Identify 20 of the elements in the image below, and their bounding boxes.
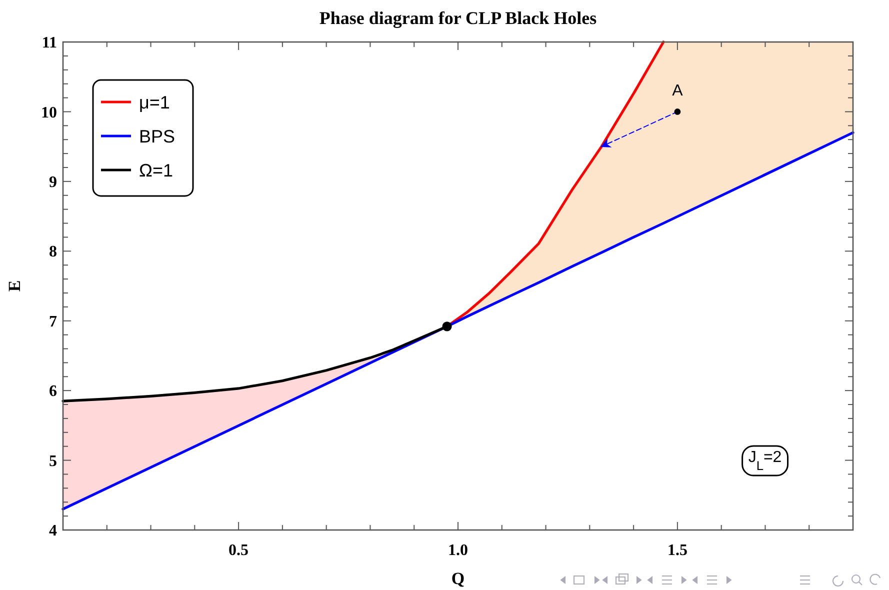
annotation: A — [672, 82, 684, 100]
chart-title: Phase diagram for CLP Black Holes — [319, 8, 597, 28]
y-tick-label: 5 — [49, 452, 57, 470]
x-tick-label: 1.5 — [667, 542, 688, 559]
legend-label: Ω=1 — [139, 160, 173, 180]
y-tick-label: 9 — [49, 174, 57, 192]
y-tick-label: 6 — [49, 383, 57, 400]
y-tick-label: 11 — [42, 34, 57, 52]
annotation: J$_{L}$=2 — [748, 449, 782, 472]
x-tick-label: 0.5 — [228, 542, 249, 559]
legend-label: BPS — [139, 126, 176, 146]
y-tick-label: 4 — [49, 522, 57, 540]
y-tick-label: 7 — [49, 313, 57, 330]
y-tick-label: 8 — [49, 244, 57, 261]
x-axis-title: Q — [451, 569, 465, 588]
line-series — [62, 131, 854, 510]
y-axis-title: E — [5, 280, 24, 292]
x-tick-label: 1.0 — [448, 542, 468, 559]
y-tick-label: 10 — [41, 104, 57, 122]
legend-label: μ=1 — [139, 92, 170, 112]
